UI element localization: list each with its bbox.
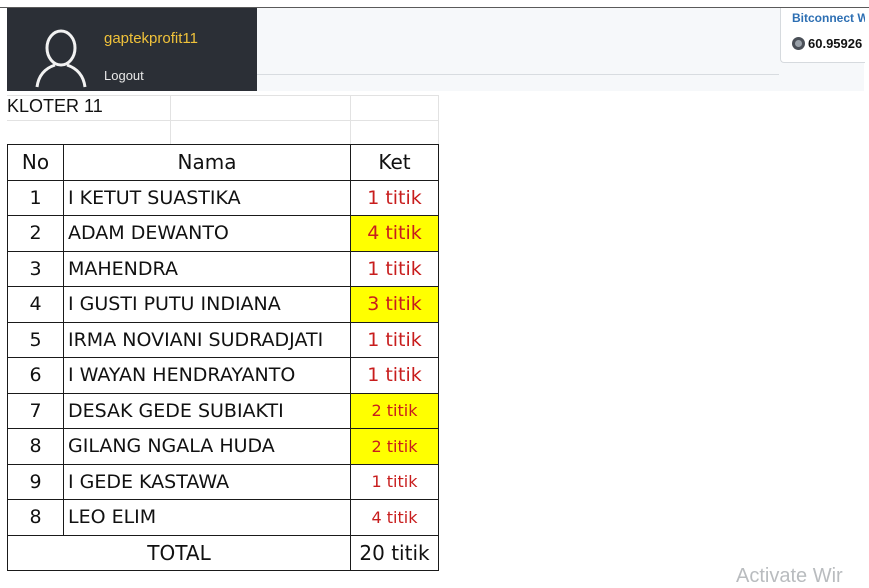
row-name: LEO ELIM bbox=[63, 499, 351, 536]
top-divider bbox=[0, 7, 869, 8]
row-ket: 3 titik bbox=[350, 286, 439, 323]
row-number: 8 bbox=[7, 499, 64, 536]
row-name: IRMA NOVIANI SUDRADJATI bbox=[63, 321, 351, 358]
row-number: 6 bbox=[7, 357, 64, 394]
table-row: 7 DESAK GEDE SUBIAKTI 2 titik bbox=[7, 392, 439, 429]
row-number: 3 bbox=[7, 250, 64, 287]
row-ket: 4 titik bbox=[350, 499, 439, 536]
row-ket: 1 titik bbox=[350, 463, 439, 500]
table-row: 5 IRMA NOVIANI SUDRADJATI 1 titik bbox=[7, 321, 439, 358]
activate-windows-watermark: Activate Wir bbox=[736, 565, 843, 587]
grid-line bbox=[7, 120, 439, 121]
header-nama: Nama bbox=[63, 144, 351, 181]
row-name: I GUSTI PUTU INDIANA bbox=[63, 286, 351, 323]
row-ket: 2 titik bbox=[350, 392, 439, 429]
row-name: GILANG NGALA HUDA bbox=[63, 428, 351, 465]
wallet-widget[interactable]: Bitconnect Wa 60.95926 bbox=[780, 8, 865, 63]
row-name: DESAK GEDE SUBIAKTI bbox=[63, 392, 351, 429]
header-bar bbox=[257, 8, 864, 91]
row-ket: 2 titik bbox=[350, 428, 439, 465]
wallet-title: Bitconnect Wa bbox=[792, 11, 865, 25]
table-row: 8 GILANG NGALA HUDA 2 titik bbox=[7, 428, 439, 465]
row-number: 1 bbox=[7, 179, 64, 216]
wallet-balance: 60.95926 bbox=[792, 36, 862, 51]
row-number: 7 bbox=[7, 392, 64, 429]
row-ket: 4 titik bbox=[350, 215, 439, 252]
header-ket: Ket bbox=[350, 144, 439, 181]
table-header-row: No Nama Ket bbox=[7, 144, 439, 181]
header-divider bbox=[257, 74, 779, 75]
grid-line bbox=[350, 95, 351, 144]
logout-link[interactable]: Logout bbox=[104, 68, 144, 83]
grid-line bbox=[438, 95, 439, 144]
sheet-title: KLOTER 11 bbox=[7, 96, 103, 116]
row-name: I GEDE KASTAWA bbox=[63, 463, 351, 500]
row-name: MAHENDRA bbox=[63, 250, 351, 287]
table-row: 2 ADAM DEWANTO 4 titik bbox=[7, 215, 439, 252]
wallet-balance-value: 60.95926 bbox=[808, 36, 863, 51]
total-label: TOTAL bbox=[7, 534, 351, 571]
row-name: ADAM DEWANTO bbox=[63, 215, 351, 252]
row-ket: 1 titik bbox=[350, 250, 439, 287]
total-value: 20 titik bbox=[350, 534, 439, 571]
table-row: 3 MAHENDRA 1 titik bbox=[7, 250, 439, 287]
header-no: No bbox=[7, 144, 64, 181]
row-number: 4 bbox=[7, 286, 64, 323]
user-panel: gaptekprofit11 Logout bbox=[7, 8, 257, 91]
user-avatar-icon bbox=[35, 29, 87, 88]
table-row: 8 LEO ELIM 4 titik bbox=[7, 499, 439, 536]
row-number: 5 bbox=[7, 321, 64, 358]
total-row: TOTAL 20 titik bbox=[7, 534, 439, 571]
grid-line bbox=[7, 95, 439, 96]
coin-icon bbox=[792, 37, 805, 50]
row-number: 8 bbox=[7, 428, 64, 465]
row-ket: 1 titik bbox=[350, 179, 439, 216]
row-ket: 1 titik bbox=[350, 321, 439, 358]
grid-line bbox=[170, 95, 171, 144]
row-number: 9 bbox=[7, 463, 64, 500]
row-name: I WAYAN HENDRAYANTO bbox=[63, 357, 351, 394]
username-link[interactable]: gaptekprofit11 bbox=[104, 30, 198, 47]
row-ket: 1 titik bbox=[350, 357, 439, 394]
row-number: 2 bbox=[7, 215, 64, 252]
row-name: I KETUT SUASTIKA bbox=[63, 179, 351, 216]
